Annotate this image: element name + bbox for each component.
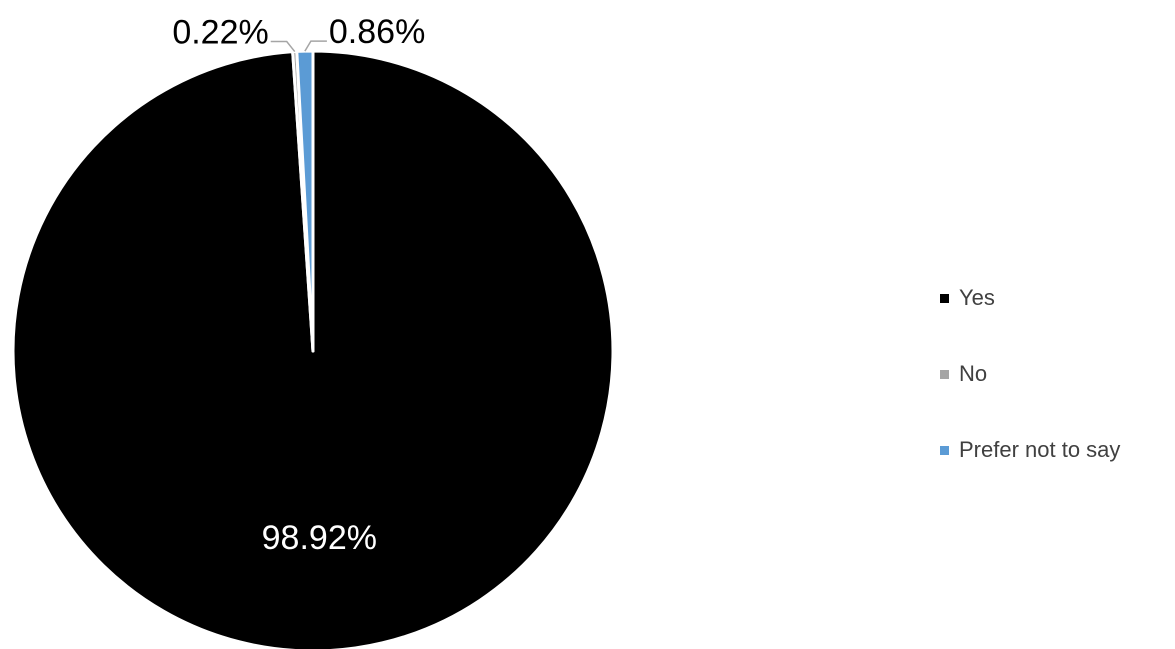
pie-slice-prefer-not-to-say [295,49,315,353]
data-label-yes: 98.92% [262,519,377,557]
data-label-no: 0.22% [172,14,268,52]
legend-item-yes: Yes [938,282,1170,322]
legend: Yes No Prefer not to say [938,282,1170,474]
legend-marker-no [940,370,949,379]
legend-label-no: No [959,361,988,386]
legend-item-prefer-not-to-say: Prefer not to say [938,434,1170,474]
legend-item-no: No [938,358,1170,398]
legend-label-yes: Yes [959,285,995,310]
leader-line-no [270,40,296,53]
legend-label-prefer-not-to-say: Prefer not to say [959,437,1121,462]
leader-lines [270,40,327,53]
data-labels: 98.92% 0.22% 0.86% [172,13,425,557]
leader-line-prefer-not-to-say [304,40,327,52]
data-label-prefer-not-to-say: 0.86% [329,13,425,51]
pie-slices [11,49,615,649]
legend-marker-prefer-not-to-say [940,446,949,455]
legend-marker-yes [940,294,949,303]
